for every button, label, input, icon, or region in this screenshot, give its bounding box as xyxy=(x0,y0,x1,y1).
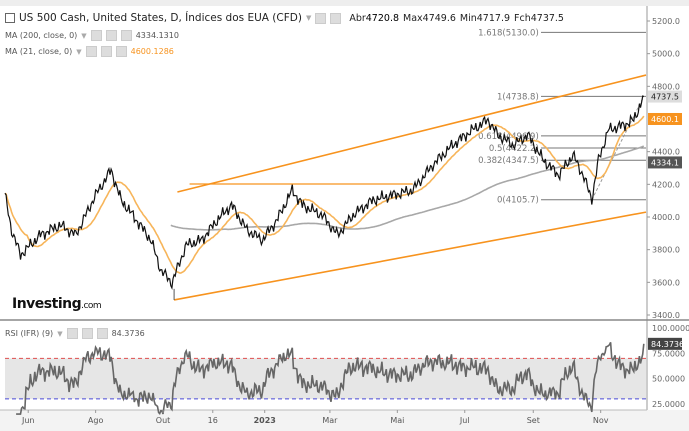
chart-header: US 500 Cash, United States, D, Índices d… xyxy=(5,12,564,24)
channel-lower-line xyxy=(173,211,647,301)
indicator-ma200: MA (200, close, 0) ▼ 4334.1310 xyxy=(5,30,179,41)
ma21-badge: 4600.1 xyxy=(651,115,679,124)
fib-level-label: 1(4738.8) xyxy=(497,92,539,102)
fib-level-label: 0.382(4347.5) xyxy=(478,156,539,166)
rsi-badge: 84.3736 xyxy=(651,340,684,349)
gear-icon[interactable] xyxy=(81,328,93,339)
y-tick-label: 3400.0 xyxy=(652,311,680,320)
fib-level-label: 0(4105.7) xyxy=(497,196,539,206)
x-tick-label: 16 xyxy=(208,416,218,425)
gear-icon[interactable] xyxy=(100,46,112,57)
rsi-tick-label: 100.0000 xyxy=(652,324,689,333)
ma200-line xyxy=(170,145,645,231)
ohlc-close: Fch4737.5 xyxy=(514,12,564,24)
gear-icon[interactable] xyxy=(330,12,342,24)
x-tick-label: Ago xyxy=(88,416,104,425)
visibility-icon[interactable] xyxy=(315,12,327,24)
price-line xyxy=(4,95,645,290)
instrument-title: US 500 Cash, United States, D, Índices d… xyxy=(19,12,302,24)
collapse-icon[interactable] xyxy=(5,13,15,23)
y-tick-label: 4800.0 xyxy=(652,82,680,91)
y-tick-label: 4200.0 xyxy=(652,180,680,189)
ohlc-high: Max4749.6 xyxy=(403,12,456,24)
y-tick-label: 4000.0 xyxy=(652,213,680,222)
rsi-line xyxy=(16,341,645,416)
y-tick-label: 5200.0 xyxy=(652,17,680,26)
close-icon[interactable] xyxy=(115,46,127,57)
chevron-down-icon[interactable]: ▼ xyxy=(305,14,312,22)
ma200-badge: 4334.1 xyxy=(651,158,679,167)
x-tick-label: Nov xyxy=(593,416,609,425)
fib-level-label: 0.618(4496.9) xyxy=(478,132,539,142)
chevron-down-icon[interactable]: ▼ xyxy=(81,31,87,40)
investing-logo: Investing.com xyxy=(12,296,102,312)
chevron-down-icon[interactable]: ▼ xyxy=(57,329,63,338)
y-tick-label: 5000.0 xyxy=(652,50,680,59)
y-tick-label: 3800.0 xyxy=(652,246,680,255)
x-tick-label: Out xyxy=(156,416,171,425)
close-icon[interactable] xyxy=(120,30,132,41)
visibility-icon[interactable] xyxy=(66,328,78,339)
x-tick-label: Mai xyxy=(390,416,404,425)
x-tick-label: Jul xyxy=(459,416,470,425)
y-tick-label: 4400.0 xyxy=(652,148,680,157)
y-tick-label: 3600.0 xyxy=(652,278,680,287)
close-icon[interactable] xyxy=(96,328,108,339)
ma200-badge-bg xyxy=(648,156,682,169)
rsi-tick-label: 50.0000 xyxy=(652,375,685,384)
ohlc-low: Min4717.9 xyxy=(459,12,511,24)
ma21-line xyxy=(4,115,645,274)
top-bar xyxy=(0,0,689,6)
x-tick-label: 2023 xyxy=(254,416,276,425)
rsi-tick-label: 25.0000 xyxy=(652,400,685,409)
last-price-badge-bg xyxy=(648,90,682,103)
ohlc-open: Abr4720.8 xyxy=(349,12,400,24)
x-tick-label: Jun xyxy=(21,416,35,425)
indicator-ma21: MA (21, close, 0) ▼ 4600.1286 xyxy=(5,46,174,57)
time-axis-bg xyxy=(0,410,689,431)
rsi-badge-bg xyxy=(648,337,682,350)
x-tick-label: Mar xyxy=(322,416,338,425)
fib-level-label: 1.618(5130.0) xyxy=(478,28,539,38)
last-price-badge: 4737.5 xyxy=(651,93,679,102)
visibility-icon[interactable] xyxy=(85,46,97,57)
ma21-badge-bg xyxy=(648,112,682,125)
x-tick-label: Set xyxy=(527,416,540,425)
rsi-tick-label: 75.0000 xyxy=(652,349,685,358)
indicator-rsi: RSI (IFR) (9) ▼ 84.3736 xyxy=(5,328,145,339)
gear-icon[interactable] xyxy=(105,30,117,41)
channel-upper-line xyxy=(177,74,647,193)
visibility-icon[interactable] xyxy=(90,30,102,41)
fib-level-label: 0.5(4422.2) xyxy=(489,144,539,154)
chevron-down-icon[interactable]: ▼ xyxy=(76,47,82,56)
